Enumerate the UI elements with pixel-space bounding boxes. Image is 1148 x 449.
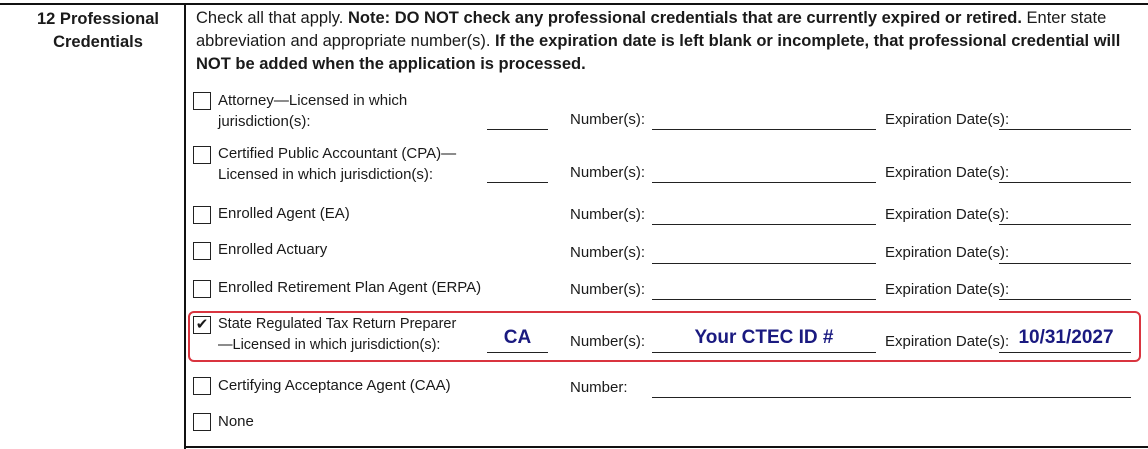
erpa-checkbox[interactable] <box>193 280 211 298</box>
bottom-rule <box>185 446 1148 448</box>
label-line: State Regulated Tax Return Preparer <box>218 316 457 332</box>
attorney-checkbox[interactable] <box>193 92 211 110</box>
ea-checkbox[interactable] <box>193 206 211 224</box>
caa-checkbox[interactable] <box>193 377 211 395</box>
srtrp-number-value[interactable]: Your CTEC ID # <box>694 327 834 348</box>
srtrp-number-label: Number(s): <box>570 333 646 350</box>
ea-expiration-field[interactable] <box>999 224 1131 226</box>
erpa-expiration-field[interactable] <box>999 299 1131 301</box>
column-divider <box>184 4 186 449</box>
cpa-jurisdiction-field[interactable] <box>487 182 548 184</box>
none-label: None <box>218 413 254 430</box>
ea-label: Enrolled Agent (EA) <box>218 205 350 222</box>
top-rule <box>0 3 1148 5</box>
srtrp-expiration-value[interactable]: 10/31/2027 <box>1018 327 1114 348</box>
attorney-expiration-field[interactable] <box>999 129 1131 131</box>
erpa-number-field[interactable] <box>652 299 876 301</box>
caa-label: Certifying Acceptance Agent (CAA) <box>218 377 451 394</box>
srtrp-label: State Regulated Tax Return Preparer —Lice… <box>218 314 456 356</box>
instructions-note: Note: DO NOT check any professional cred… <box>347 9 1022 27</box>
srtrp-expiration-field <box>999 352 1131 354</box>
cpa-expiration-field[interactable] <box>999 182 1131 184</box>
cpa-expiration-label: Expiration Date(s): <box>885 164 1010 181</box>
attorney-number-label: Number(s): <box>570 111 646 128</box>
instructions-text: Check all that apply. <box>196 9 348 27</box>
attorney-label: Attorney—Licensed in which jurisdiction(s… <box>218 90 407 132</box>
srtrp-jurisdiction-field <box>487 352 548 354</box>
section-title: 12 Professional Credentials <box>18 8 178 54</box>
actuary-label: Enrolled Actuary <box>218 241 328 258</box>
highlight-box <box>188 311 1141 362</box>
actuary-expiration-field[interactable] <box>999 263 1131 265</box>
ea-number-label: Number(s): <box>570 206 646 223</box>
cpa-number-label: Number(s): <box>570 164 646 181</box>
actuary-checkbox[interactable] <box>193 242 211 260</box>
cpa-label: Certified Public Accountant (CPA)— Licens… <box>218 143 456 185</box>
srtrp-number-field <box>652 352 876 354</box>
actuary-number-field[interactable] <box>652 263 876 265</box>
section-title-line2: Credentials <box>53 33 143 51</box>
caa-number-label: Number: <box>570 379 628 396</box>
srtrp-expiration-label: Expiration Date(s): <box>885 333 1010 350</box>
caa-number-field[interactable] <box>652 397 1131 399</box>
actuary-number-label: Number(s): <box>570 244 646 261</box>
label-line: Attorney—Licensed in which <box>218 92 408 109</box>
none-checkbox[interactable] <box>193 413 211 431</box>
actuary-expiration-label: Expiration Date(s): <box>885 244 1010 261</box>
instructions-text-2: Enter state abbreviation and appropriate… <box>196 9 1107 50</box>
erpa-number-label: Number(s): <box>570 281 646 298</box>
cpa-number-field[interactable] <box>652 182 876 184</box>
attorney-jurisdiction-field[interactable] <box>487 129 548 131</box>
attorney-expiration-label: Expiration Date(s): <box>885 111 1010 128</box>
label-line: —Licensed in which jurisdiction(s): <box>218 337 441 353</box>
cpa-checkbox[interactable] <box>193 146 211 164</box>
label-line: Licensed in which jurisdiction(s): <box>218 166 434 183</box>
ea-expiration-label: Expiration Date(s): <box>885 206 1010 223</box>
srtrp-jurisdiction-value[interactable]: CA <box>503 327 532 348</box>
erpa-label: Enrolled Retirement Plan Agent (ERPA) <box>218 279 482 296</box>
label-line: Certified Public Accountant (CPA)— <box>218 145 457 162</box>
attorney-number-field[interactable] <box>652 129 876 131</box>
ea-number-field[interactable] <box>652 224 876 226</box>
srtrp-checkbox[interactable]: ✔ <box>193 316 211 334</box>
erpa-expiration-label: Expiration Date(s): <box>885 281 1010 298</box>
instructions-warning: If the expiration date is left blank or … <box>196 32 1121 73</box>
section-title-line1: 12 Professional <box>37 10 159 28</box>
instructions: Check all that apply. Note: DO NOT check… <box>196 7 1141 76</box>
label-line: jurisdiction(s): <box>218 113 311 130</box>
checkmark-icon: ✔ <box>195 316 209 333</box>
